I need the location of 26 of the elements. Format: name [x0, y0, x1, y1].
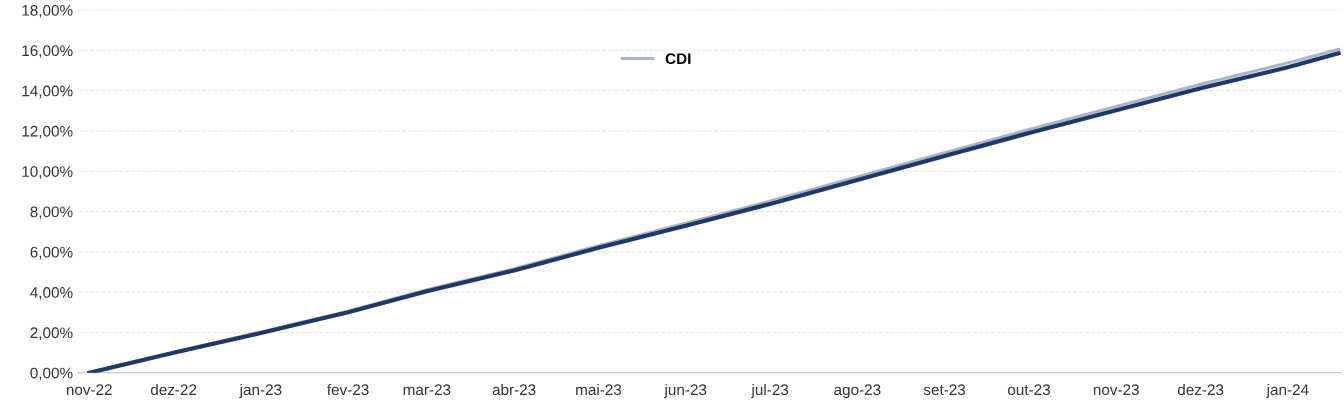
y-tick-label: 12,00%	[22, 125, 73, 139]
x-tick-label: jun-23	[664, 383, 707, 399]
y-tick-label: 18,00%	[22, 4, 73, 18]
x-tick-label: dez-23	[1177, 383, 1224, 396]
legend-label: CDI	[665, 53, 691, 65]
y-tick-label: 0,00%	[30, 367, 73, 381]
x-tick-label: mai-23	[576, 383, 622, 396]
x-tick-label: dez-22	[150, 383, 197, 396]
x-tick-label: set-23	[923, 384, 966, 396]
y-tick-label: 8,00%	[30, 206, 73, 220]
x-tick-label: jul-23	[751, 383, 789, 399]
x-tick-label: abr-23	[492, 383, 536, 396]
y-tick-label: 14,00%	[22, 85, 73, 99]
x-tick-label: out-23	[1007, 384, 1050, 396]
y-tick-label: 2,00%	[30, 327, 73, 340]
x-tick-label: ago-23	[834, 384, 881, 399]
x-tick-label: fev-23	[327, 383, 369, 396]
x-tick-label: nov-22	[66, 384, 112, 396]
y-tick-label: 6,00%	[30, 246, 73, 260]
x-tick-label: nov-23	[1093, 384, 1139, 396]
y-tick-label: 4,00%	[30, 287, 73, 300]
x-tick-label: jan-23	[239, 383, 282, 399]
y-tick-label: 16,00%	[22, 45, 73, 58]
x-tick-label: jan-24	[1266, 383, 1309, 399]
x-tick-label: mar-23	[403, 384, 451, 396]
y-tick-label: 10,00%	[22, 166, 73, 179]
